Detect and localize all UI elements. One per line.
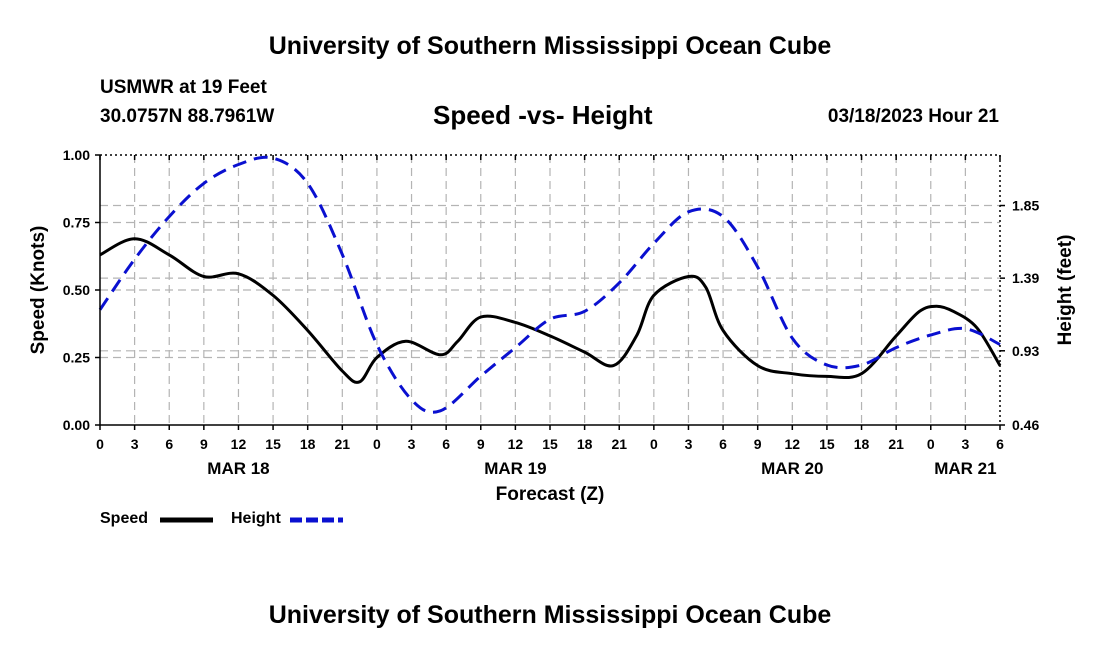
x-tick-label: 6 — [996, 436, 1004, 452]
chart-subtitle: Speed -vs- Height — [433, 100, 653, 130]
x-tick-label: 0 — [373, 436, 381, 452]
date-label: MAR 18 — [207, 459, 269, 478]
x-tick-label: 21 — [335, 436, 351, 452]
x-tick-label: 3 — [685, 436, 693, 452]
x-tick-label: 9 — [754, 436, 762, 452]
y2-axis-title: Height (feet) — [1055, 235, 1076, 346]
coordinates-label: 30.0757N 88.7961W — [100, 106, 275, 127]
x-tick-label: 9 — [477, 436, 485, 452]
x-tick-label: 18 — [854, 436, 870, 452]
x-tick-label: 12 — [508, 436, 524, 452]
x-tick-label: 3 — [961, 436, 969, 452]
speed-series-line — [99, 237, 1002, 384]
footer-title: University of Southern Mississippi Ocean… — [268, 601, 832, 629]
x-tick-label: 15 — [819, 436, 835, 452]
y-tick-label: 0.25 — [63, 350, 90, 366]
station-label: USMWR at 19 Feet — [100, 77, 267, 98]
axis-ticks — [95, 154, 1005, 430]
x-tick-label: 15 — [265, 436, 281, 452]
x-tick-label: 0 — [650, 436, 658, 452]
legend-speed-label: Speed — [100, 510, 149, 527]
y2-tick-label: 0.93 — [1012, 343, 1039, 359]
x-axis-title: Forecast (Z) — [496, 484, 605, 505]
x-tick-label: 15 — [542, 436, 558, 452]
date-label: MAR 21 — [934, 459, 996, 478]
y2-tick-label: 1.85 — [1012, 198, 1039, 214]
x-tick-label: 9 — [200, 436, 208, 452]
axis-labels: 0 3 6 9 12 15 18 21 0 3 6 9 12 15 18 21 0 3 6 9 12 15 18 21 0 3 6M… — [28, 147, 1076, 505]
date-label: MAR 20 — [761, 459, 823, 478]
x-tick-label: 12 — [785, 436, 801, 452]
x-tick-label: 21 — [611, 436, 627, 452]
y-tick-label: 0.00 — [63, 417, 90, 433]
x-tick-label: 0 — [927, 436, 935, 452]
y2-tick-label: 0.46 — [1012, 417, 1039, 433]
date-label: MAR 19 — [484, 459, 546, 478]
y2-tick-label: 1.39 — [1012, 270, 1039, 286]
x-tick-label: 18 — [300, 436, 316, 452]
height-series-line — [98, 155, 1001, 414]
y-tick-label: 0.50 — [63, 282, 90, 298]
x-tick-label: 6 — [719, 436, 727, 452]
x-tick-label: 0 — [96, 436, 104, 452]
x-tick-label: 18 — [577, 436, 593, 452]
x-tick-label: 12 — [231, 436, 247, 452]
series-lines — [98, 155, 1002, 414]
grid — [100, 155, 1000, 425]
chart-title: University of Southern Mississippi Ocean… — [268, 32, 832, 60]
x-tick-label: 6 — [165, 436, 173, 452]
x-tick-label: 21 — [888, 436, 904, 452]
legend-height-label: Height — [231, 510, 281, 527]
x-tick-label: 3 — [131, 436, 139, 452]
y-axis-title: Speed (Knots) — [28, 226, 49, 355]
x-tick-label: 3 — [408, 436, 416, 452]
y-tick-label: 1.00 — [63, 147, 90, 163]
x-tick-label: 6 — [442, 436, 450, 452]
y-tick-label: 0.75 — [63, 215, 90, 231]
datetime-label: 03/18/2023 Hour 21 — [827, 106, 999, 127]
